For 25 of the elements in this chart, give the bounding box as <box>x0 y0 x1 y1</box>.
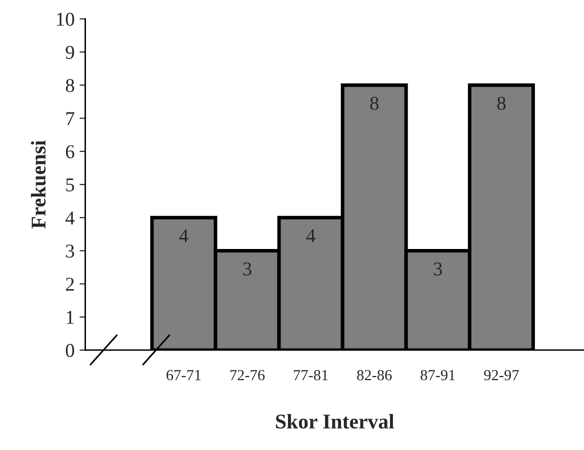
y-tick-label: 10 <box>57 12 74 26</box>
x-tick-label: 72-76 <box>230 370 265 380</box>
data-label: 3 <box>434 262 442 276</box>
x-tick-label: 87-91 <box>420 370 455 380</box>
y-tick-label: 8 <box>66 78 74 92</box>
y-axis-title: Frekuensi <box>30 140 46 229</box>
y-tick-label: 2 <box>66 278 74 291</box>
y-tick-label: 7 <box>66 112 74 126</box>
data-label: 4 <box>179 229 188 242</box>
x-tick-label: 67-71 <box>166 370 201 380</box>
y-tick-label: 5 <box>66 178 74 192</box>
y-tick-label: 6 <box>66 145 74 158</box>
x-axis-title: Skor Interval <box>276 414 394 429</box>
y-tick-label: 9 <box>66 46 74 59</box>
data-label: 4 <box>306 229 316 242</box>
y-tick-label: 0 <box>66 344 74 358</box>
x-tick-label: 92-97 <box>484 370 519 380</box>
x-tick-label: 77-81 <box>294 370 328 380</box>
x-tick-label: 82-86 <box>357 370 392 380</box>
y-tick-label: 1 <box>66 310 74 324</box>
y-tick-label: 4 <box>66 212 75 224</box>
y-tick-label: 3 <box>66 244 74 258</box>
data-label: 8 <box>370 96 378 110</box>
data-label: 8 <box>497 96 506 110</box>
data-label: 3 <box>243 262 252 276</box>
